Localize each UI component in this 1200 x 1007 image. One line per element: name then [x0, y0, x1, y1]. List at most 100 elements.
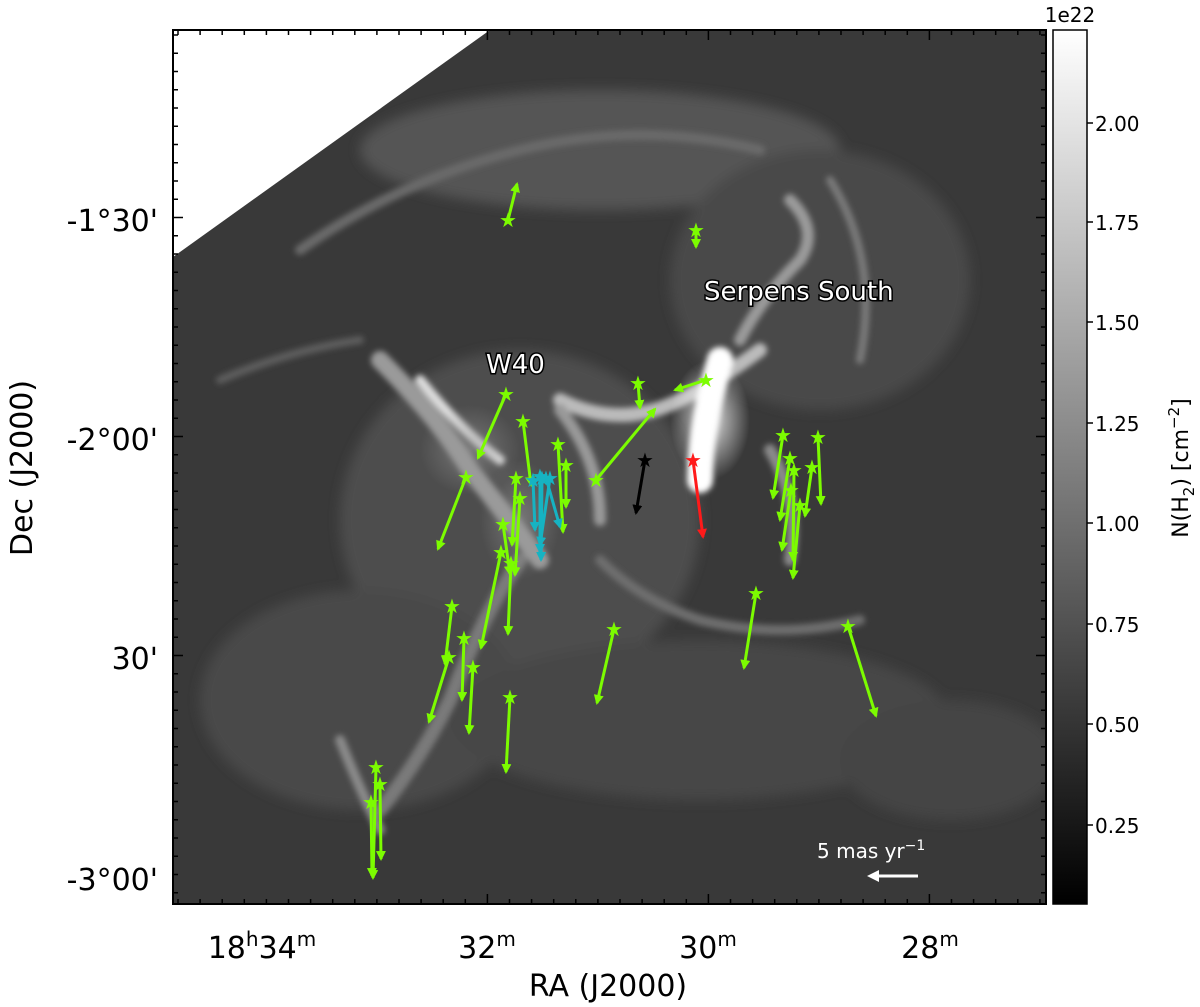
proper-motion-arrow: [501, 696, 512, 774]
colorbar-gradient: [1052, 29, 1088, 905]
star-marker-icon: ★: [457, 465, 475, 489]
proper-motion-arrow: [769, 434, 785, 500]
colorbar-ticks: [1087, 122, 1093, 826]
star-marker-icon: ★: [464, 655, 482, 679]
star-marker-icon: ★: [782, 478, 800, 502]
star-marker-icon: ★: [362, 790, 380, 814]
x-tick-label-28: 28m: [901, 927, 959, 966]
proper-motion-arrow: [529, 479, 540, 532]
star-marker-icon: ★: [697, 368, 715, 392]
proper-motion-arrows: ★ ★★ ★★★★★★★ ★★★★★★★★★★★★★★★★★★★★★★★★★★★ ★★ ★: [362, 182, 879, 880]
proper-motion-arrow: [594, 407, 657, 481]
proper-motion-arrow: [740, 592, 758, 670]
proper-motion-arrow: [368, 766, 379, 880]
x-tick-label-30: 30m: [679, 927, 737, 966]
star-marker-icon: ★: [494, 512, 512, 536]
star-marker-icon: ★: [533, 466, 551, 490]
proper-motion-arrow: [440, 605, 454, 666]
colorbar-tick-100: 1.00: [1095, 512, 1140, 536]
proper-motion-arrow: [634, 382, 645, 410]
star-marker-icon: ★: [629, 371, 647, 395]
y-tick-label-1: -1°30': [67, 204, 158, 239]
y-tick-label-4: -3°00': [67, 863, 158, 898]
star-marker-icon: ★: [455, 626, 473, 650]
w40-glow: [420, 405, 520, 495]
star-marker-icon: ★: [791, 493, 809, 517]
star-marker-icon: ★: [514, 409, 532, 433]
star-marker-icon: ★: [774, 423, 792, 447]
proper-motion-arrow: [476, 393, 508, 460]
star-marker-icon: ★: [507, 466, 525, 490]
proper-motion-arrow: [788, 469, 799, 562]
colorbar-multiplier: 1e22: [1045, 3, 1095, 27]
proper-motion-arrow: [815, 436, 826, 506]
proper-motion-arrow: [673, 378, 707, 393]
star-marker-icon: ★: [440, 645, 458, 669]
proper-motion-arrow: [464, 666, 475, 735]
x-tick-labels: 18h34m 32m 30m 28m: [208, 927, 959, 966]
axis-ticks: [173, 30, 1046, 904]
star-marker-icon: ★: [371, 772, 389, 796]
proper-motion-arrow: [778, 489, 793, 552]
proper-motion-arrow: [632, 459, 647, 515]
colorbar-tick-125: 1.25: [1095, 412, 1140, 436]
star-marker-icon: ★: [747, 581, 765, 605]
proper-motion-arrow: [691, 459, 707, 539]
proper-motion-arrow: [501, 523, 514, 576]
scale-bar-label: 5 mas yr−1: [817, 838, 925, 863]
star-marker-icon: ★: [501, 685, 519, 709]
plot-frame: [172, 29, 1047, 905]
star-marker-icon: ★: [499, 208, 517, 232]
proper-motion-arrow: [788, 504, 802, 580]
colorbar-tick-175: 1.75: [1095, 211, 1140, 235]
star-marker-icon: ★: [492, 540, 510, 564]
proper-motion-arrow: [521, 420, 535, 487]
star-marker-icon: ★: [785, 458, 803, 482]
w40-label: W40: [486, 350, 545, 380]
proper-motion-arrow: [506, 182, 520, 221]
proper-motion-arrow: [801, 466, 814, 518]
colorbar-tick-025: 0.25: [1095, 814, 1140, 838]
star-marker-icon: ★: [803, 455, 821, 479]
star-marker-icon: ★: [839, 614, 857, 638]
proper-motion-arrow: [426, 656, 451, 724]
colorbar-tick-050: 0.50: [1095, 713, 1140, 737]
proper-motion-arrow: [536, 477, 552, 547]
star-marker-icon: ★: [497, 382, 515, 406]
proper-motion-arrow: [503, 562, 514, 636]
star-marker-icon: ★: [541, 466, 559, 490]
colorbar-tick-075: 0.75: [1095, 613, 1140, 637]
x-tick-label-32: 32m: [458, 927, 516, 966]
colorbar-label: N(H2) [cm−2]: [1165, 398, 1198, 538]
star-marker-icon: ★: [524, 468, 542, 492]
proper-motion-arrow: [507, 477, 518, 547]
colorbar: 2.00 1.75 1.50 1.25 1.00 0.75 0.50 0.25 …: [1045, 3, 1198, 905]
star-marker-icon: ★: [587, 468, 605, 492]
y-tick-labels: -1°30' -2°00' 30' -3°00': [67, 204, 158, 898]
proper-motion-arrow: [375, 783, 386, 861]
star-marker-icon: ★: [531, 464, 549, 488]
no-data-corner: [173, 30, 490, 257]
proper-motion-arrow: [436, 476, 468, 551]
proper-motion-arrow: [776, 457, 792, 522]
proper-motion-arrow: [556, 443, 568, 534]
star-marker-icon: ★: [781, 446, 799, 470]
star-marker-icon: ★: [605, 617, 623, 641]
star-marker-icon: ★: [636, 448, 654, 472]
y-axis-label: Dec (J2000): [5, 380, 40, 556]
star-marker-icon: ★: [511, 486, 529, 510]
x-axis-label: RA (J2000): [529, 969, 687, 1004]
serpens-south-label: Serpens South: [704, 277, 894, 307]
colorbar-tick-200: 2.00: [1095, 112, 1140, 136]
star-marker-icon: ★: [684, 448, 702, 472]
proper-motion-arrow: [510, 497, 522, 577]
serpens-core-glow: [670, 360, 750, 480]
y-tick-label-3: 30': [112, 642, 158, 677]
proper-motion-arrow: [366, 801, 377, 878]
y-tick-label-2: -2°00': [67, 423, 158, 458]
proper-motion-arrow: [846, 625, 879, 718]
x-tick-label-34: 18h34m: [208, 927, 317, 966]
star-marker-icon: ★: [367, 755, 385, 779]
star-marker-icon: ★: [502, 551, 520, 575]
